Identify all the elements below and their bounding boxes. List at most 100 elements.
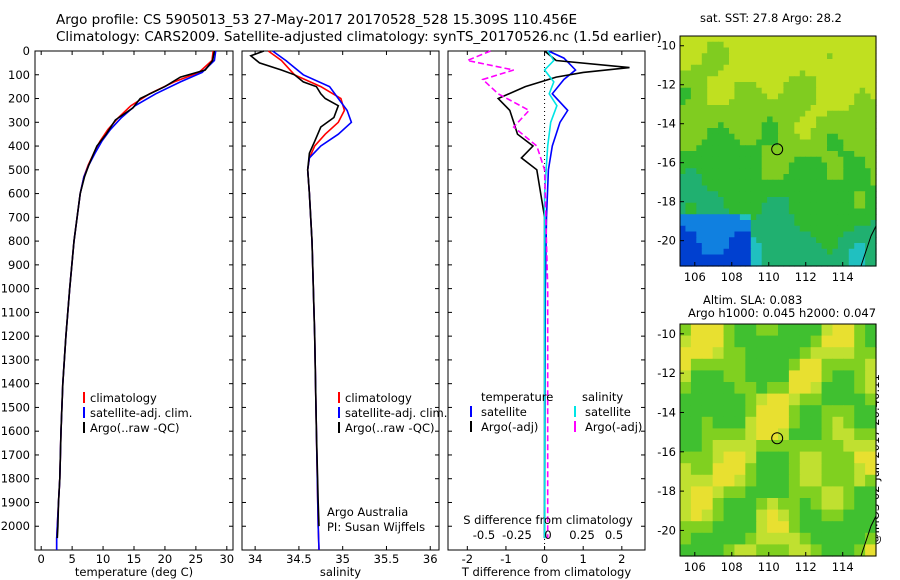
- map-cell: [761, 208, 768, 215]
- map-cell: [750, 47, 757, 54]
- map-cell: [832, 174, 839, 181]
- map-cell: [854, 220, 861, 227]
- map-cell: [783, 162, 790, 169]
- map-cell: [761, 225, 768, 233]
- x-tick-label: 15: [127, 552, 142, 566]
- map-cell: [799, 358, 812, 371]
- map-cell: [794, 156, 801, 164]
- map-cell: [816, 53, 823, 60]
- map-cell: [810, 168, 817, 175]
- map-cell: [756, 110, 763, 118]
- map-cell: [865, 416, 877, 429]
- map-cell: [701, 220, 708, 227]
- map-cell: [810, 87, 817, 95]
- map-cell: [734, 133, 741, 141]
- map-cell: [745, 220, 752, 227]
- map-cell: [707, 41, 714, 49]
- map-cell: [810, 214, 817, 221]
- map-cell: [718, 59, 725, 66]
- map-cell: [788, 225, 795, 233]
- map-cell: [799, 133, 806, 141]
- map-cell: [745, 474, 757, 487]
- map-cell: [821, 416, 834, 429]
- map-cell: [761, 139, 768, 146]
- map-cell: [761, 214, 768, 221]
- map-cell: [712, 76, 719, 83]
- map-cell: [739, 208, 746, 215]
- map-cell: [788, 99, 795, 106]
- map-cell: [837, 53, 844, 60]
- map-cell: [816, 248, 823, 256]
- map-cell: [848, 237, 855, 244]
- map-cell: [788, 64, 795, 72]
- map-cell: [701, 156, 708, 164]
- map-cell: [685, 53, 692, 60]
- map-cell: [696, 254, 703, 261]
- map-cell: [783, 202, 790, 210]
- map-cell: [805, 64, 812, 72]
- map-cell: [799, 122, 806, 129]
- map-cell: [832, 486, 844, 499]
- map-cell: [745, 544, 757, 557]
- map-cell: [712, 358, 725, 371]
- coastline: [860, 225, 877, 267]
- map-cell: [685, 254, 692, 261]
- map-cell: [843, 53, 850, 60]
- map-cell: [778, 168, 785, 175]
- map-cell: [739, 110, 746, 118]
- map-cell: [745, 197, 752, 204]
- map-cell: [734, 179, 741, 187]
- map-cell: [772, 70, 779, 77]
- map-cell: [707, 156, 714, 164]
- map-cell: [805, 133, 812, 141]
- map-cell: [821, 64, 828, 72]
- map-cell: [794, 254, 801, 261]
- map-cell: [821, 197, 828, 204]
- map-cell: [767, 64, 774, 72]
- map-cell: [783, 243, 790, 250]
- map-cell: [772, 191, 779, 198]
- map-cell: [832, 248, 839, 256]
- map-cell: [745, 486, 757, 499]
- map-cell: [701, 532, 714, 545]
- map-cell: [756, 208, 763, 215]
- map-cell: [783, 237, 790, 244]
- map-cell: [767, 335, 779, 348]
- map-cell: [837, 151, 844, 158]
- map-cell: [718, 254, 725, 261]
- map-cell: [690, 370, 703, 383]
- map-cell: [685, 243, 692, 250]
- map-cell: [843, 474, 855, 487]
- map-cell: [799, 231, 806, 238]
- map-cell: [685, 202, 692, 210]
- map-cell: [772, 208, 779, 215]
- map-cell: [690, 179, 697, 187]
- map-cell: [783, 179, 790, 187]
- map-cell: [690, 133, 697, 141]
- map-cell: [723, 335, 736, 348]
- map-cell: [756, 544, 768, 557]
- map-cell: [848, 214, 855, 221]
- map-cell: [734, 36, 741, 43]
- map-cell: [712, 393, 725, 406]
- map-cell: [827, 122, 834, 129]
- map-cell: [723, 324, 736, 337]
- map-cell: [712, 99, 719, 106]
- y-tick-label: 800: [8, 234, 30, 248]
- map-cell: [690, 237, 697, 244]
- map-cell: [745, 162, 752, 169]
- map-cell: [772, 145, 779, 152]
- map-cell: [701, 162, 708, 169]
- map-cell: [680, 99, 687, 106]
- map-cell: [816, 110, 823, 118]
- map-cell: [756, 324, 768, 337]
- map-cell: [837, 105, 844, 112]
- map-cell: [712, 451, 725, 464]
- map-cell: [837, 243, 844, 250]
- map-cell: [848, 128, 855, 135]
- map-cell: [690, 64, 697, 72]
- map-cell: [859, 64, 866, 72]
- map-cell: [805, 156, 812, 164]
- map-cell: [870, 191, 877, 198]
